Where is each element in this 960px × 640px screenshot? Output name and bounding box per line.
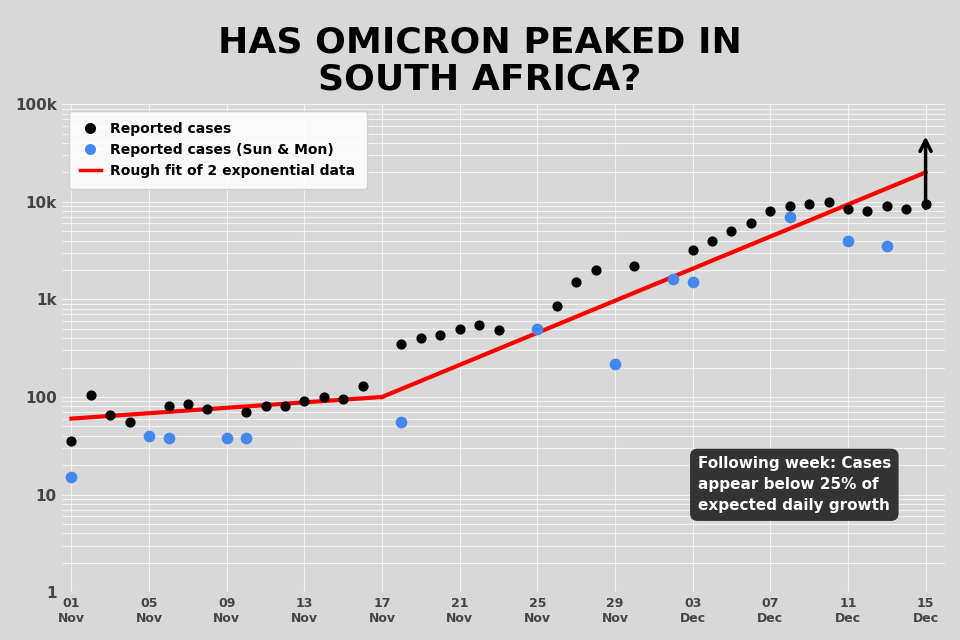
Reported cases: [471, 319, 487, 330]
Reported cases (Sun & Mon): [394, 417, 409, 428]
Reported cases: [258, 401, 274, 412]
Reported cases: [63, 436, 79, 447]
Reported cases: [568, 277, 584, 287]
Reported cases: [413, 333, 428, 343]
Reported cases (Sun & Mon): [161, 433, 177, 443]
Reported cases: [627, 261, 642, 271]
Reported cases: [762, 206, 778, 216]
Reported cases: [297, 396, 312, 406]
Reported cases: [394, 339, 409, 349]
Reported cases (Sun & Mon): [238, 433, 253, 443]
Reported cases: [316, 392, 331, 402]
Legend: Reported cases, Reported cases (Sun & Mon), Rough fit of 2 exponential data: Reported cases, Reported cases (Sun & Mo…: [69, 111, 367, 189]
Reported cases: [724, 226, 739, 236]
Reported cases: [705, 236, 720, 246]
Reported cases: [180, 399, 196, 409]
Reported cases (Sun & Mon): [530, 324, 545, 334]
Reported cases (Sun & Mon): [665, 275, 681, 285]
Reported cases (Sun & Mon): [219, 433, 234, 443]
Reported cases (Sun & Mon): [782, 212, 798, 222]
Reported cases: [103, 410, 118, 420]
Text: HAS OMICRON PEAKED IN
SOUTH AFRICA?: HAS OMICRON PEAKED IN SOUTH AFRICA?: [218, 26, 742, 96]
Reported cases: [336, 394, 351, 404]
Reported cases: [879, 201, 895, 211]
Reported cases: [840, 204, 855, 214]
Reported cases: [684, 245, 700, 255]
Reported cases (Sun & Mon): [141, 431, 156, 441]
Reported cases: [452, 324, 468, 334]
Reported cases (Sun & Mon): [840, 236, 855, 246]
Reported cases: [161, 401, 177, 412]
Reported cases: [918, 199, 933, 209]
Reported cases (Sun & Mon): [879, 241, 895, 252]
Reported cases: [899, 204, 914, 214]
Reported cases (Sun & Mon): [63, 472, 79, 483]
Reported cases: [549, 301, 564, 312]
Reported cases: [433, 330, 448, 340]
Reported cases: [802, 199, 817, 209]
Reported cases: [491, 324, 506, 335]
Reported cases: [588, 265, 603, 275]
Reported cases: [277, 401, 293, 412]
Reported cases (Sun & Mon): [684, 277, 700, 287]
Text: Following week: Cases
appear below 25% of
expected daily growth: Following week: Cases appear below 25% o…: [698, 456, 891, 513]
Reported cases (Sun & Mon): [608, 358, 623, 369]
Reported cases: [743, 218, 758, 228]
Reported cases: [355, 381, 371, 391]
Reported cases: [859, 206, 875, 216]
Reported cases: [122, 417, 137, 428]
Reported cases: [238, 407, 253, 417]
Reported cases: [782, 201, 798, 211]
Reported cases: [200, 404, 215, 414]
Reported cases: [821, 196, 836, 207]
Reported cases: [84, 390, 99, 400]
